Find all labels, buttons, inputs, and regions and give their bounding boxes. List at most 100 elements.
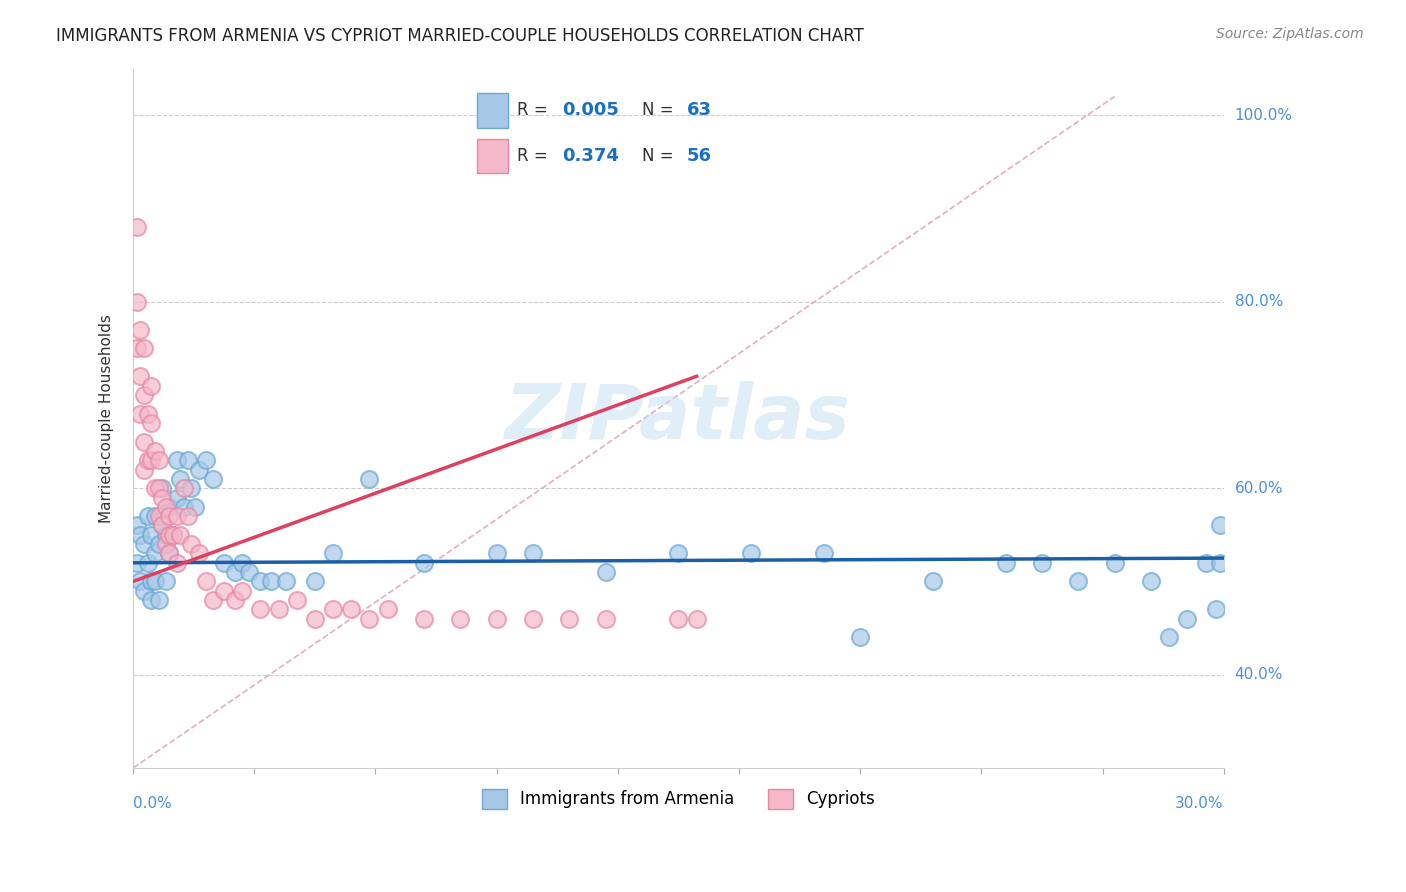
Point xyxy=(212,583,235,598)
Point xyxy=(1194,556,1216,570)
Point xyxy=(180,481,202,495)
Point xyxy=(155,528,177,542)
Point xyxy=(125,518,148,533)
Point xyxy=(162,528,184,542)
Point xyxy=(129,369,152,384)
Point xyxy=(141,378,163,392)
Point xyxy=(285,593,308,607)
Point xyxy=(159,500,181,514)
Point xyxy=(143,443,166,458)
Point xyxy=(125,294,148,309)
Point xyxy=(136,407,159,421)
Point xyxy=(202,472,225,486)
Point xyxy=(143,481,166,495)
Point xyxy=(148,453,170,467)
Point xyxy=(685,612,707,626)
Point xyxy=(231,556,253,570)
Point xyxy=(1067,574,1090,589)
Point xyxy=(377,602,399,616)
Point xyxy=(595,565,617,579)
Point xyxy=(150,518,173,533)
Point xyxy=(143,574,166,589)
Point xyxy=(994,556,1017,570)
Point xyxy=(187,462,209,476)
Point xyxy=(136,556,159,570)
Point xyxy=(1031,556,1053,570)
Point xyxy=(740,546,762,560)
Point xyxy=(155,574,177,589)
Point xyxy=(143,509,166,524)
Point xyxy=(159,546,181,560)
Point xyxy=(132,434,155,449)
Point xyxy=(322,602,344,616)
Point xyxy=(202,593,225,607)
Point xyxy=(1159,631,1181,645)
Point xyxy=(322,546,344,560)
Point xyxy=(238,565,260,579)
Text: 80.0%: 80.0% xyxy=(1234,294,1282,310)
Point xyxy=(155,500,177,514)
Point xyxy=(849,631,872,645)
Point xyxy=(132,583,155,598)
Point xyxy=(148,481,170,495)
Point xyxy=(231,583,253,598)
Point xyxy=(522,612,544,626)
Point xyxy=(132,537,155,551)
Point xyxy=(449,612,471,626)
Point xyxy=(143,546,166,560)
Point xyxy=(129,323,152,337)
Point xyxy=(159,528,181,542)
Text: 0.0%: 0.0% xyxy=(134,796,172,811)
Point xyxy=(249,574,271,589)
Point xyxy=(1104,556,1126,570)
Point xyxy=(595,612,617,626)
Point xyxy=(180,537,202,551)
Point xyxy=(274,574,297,589)
Point xyxy=(359,612,381,626)
Point xyxy=(166,556,188,570)
Point xyxy=(194,453,217,467)
Point xyxy=(159,546,181,560)
Point xyxy=(304,574,326,589)
Text: IMMIGRANTS FROM ARMENIA VS CYPRIOT MARRIED-COUPLE HOUSEHOLDS CORRELATION CHART: IMMIGRANTS FROM ARMENIA VS CYPRIOT MARRI… xyxy=(56,27,865,45)
Point xyxy=(129,407,152,421)
Point xyxy=(187,546,209,560)
Point xyxy=(260,574,283,589)
Point xyxy=(1205,602,1227,616)
Point xyxy=(166,453,188,467)
Point xyxy=(1140,574,1163,589)
Point xyxy=(129,574,152,589)
Point xyxy=(359,472,381,486)
Point xyxy=(413,612,436,626)
Point xyxy=(224,565,246,579)
Point xyxy=(141,453,163,467)
Point xyxy=(125,556,148,570)
Point xyxy=(249,602,271,616)
Point xyxy=(485,612,508,626)
Point xyxy=(132,341,155,355)
Y-axis label: Married-couple Households: Married-couple Households xyxy=(100,314,114,523)
Text: 30.0%: 30.0% xyxy=(1175,796,1223,811)
Point xyxy=(267,602,290,616)
Point xyxy=(1175,612,1198,626)
Point xyxy=(150,518,173,533)
Point xyxy=(304,612,326,626)
Point xyxy=(166,509,188,524)
Point xyxy=(176,509,198,524)
Point xyxy=(921,574,943,589)
Point xyxy=(148,509,170,524)
Point xyxy=(162,528,184,542)
Point xyxy=(173,481,195,495)
Point xyxy=(184,500,207,514)
Point xyxy=(522,546,544,560)
Point xyxy=(1209,556,1232,570)
Point xyxy=(159,509,181,524)
Point xyxy=(194,574,217,589)
Point xyxy=(141,574,163,589)
Point xyxy=(125,341,148,355)
Text: ZIPatlas: ZIPatlas xyxy=(505,381,852,455)
Point xyxy=(558,612,581,626)
Point xyxy=(150,481,173,495)
Point xyxy=(169,472,191,486)
Point xyxy=(136,509,159,524)
